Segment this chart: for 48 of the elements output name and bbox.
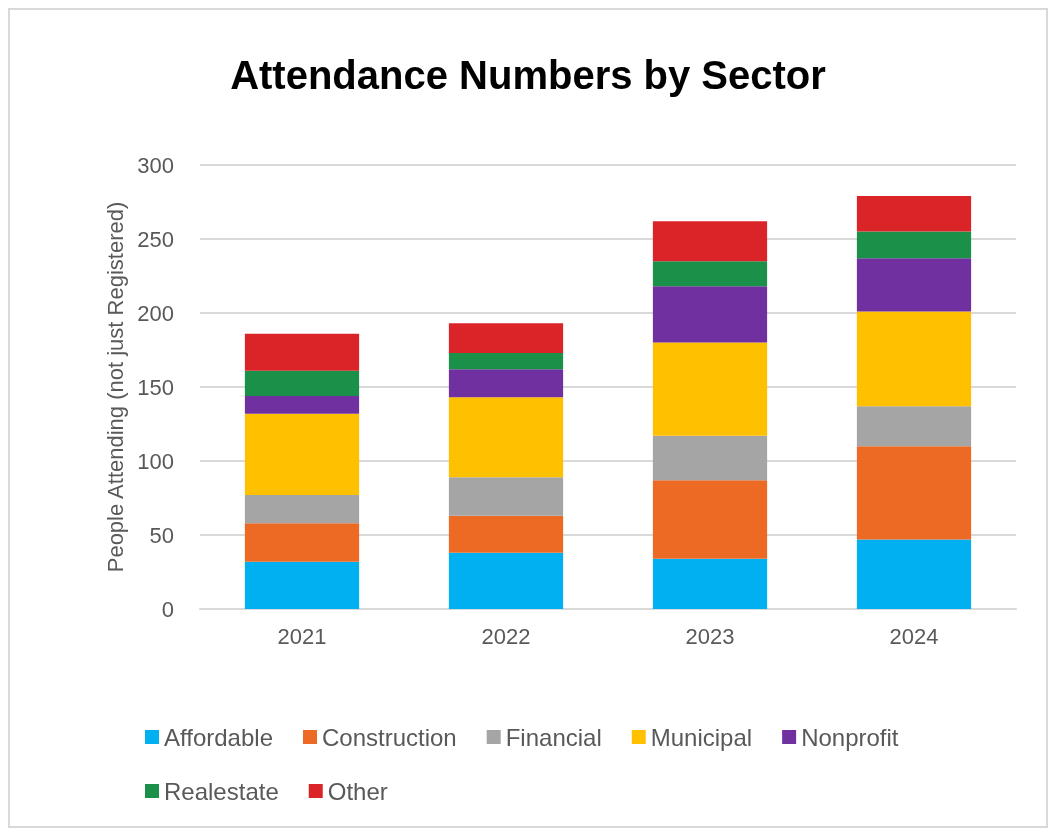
bar xyxy=(448,323,564,353)
bar xyxy=(652,342,768,436)
bar xyxy=(244,523,360,562)
y-tick-label: 200 xyxy=(137,300,174,326)
y-tick-label: 100 xyxy=(137,448,174,474)
bar xyxy=(244,370,360,396)
bar xyxy=(856,258,972,312)
bar xyxy=(856,196,972,232)
bar xyxy=(244,561,360,609)
bar xyxy=(652,480,768,559)
bar xyxy=(244,395,360,414)
y-tick-label: 250 xyxy=(137,226,174,252)
legend-label: Nonprofit xyxy=(801,723,899,751)
legend-label: Other xyxy=(327,777,388,805)
y-tick-label: 50 xyxy=(149,522,174,548)
x-tick-label: 2023 xyxy=(685,623,735,649)
bar xyxy=(652,558,768,609)
legend-label: Realestate xyxy=(164,777,279,805)
bar xyxy=(448,369,564,398)
bar xyxy=(856,231,972,259)
bar xyxy=(448,352,564,370)
legend-label: Municipal xyxy=(650,723,753,751)
bar xyxy=(856,539,972,609)
bar xyxy=(856,311,972,407)
bar xyxy=(244,495,360,524)
chart-title: Attendance Numbers by Sector xyxy=(230,53,826,97)
bar xyxy=(244,333,360,371)
bar xyxy=(652,286,768,343)
bar xyxy=(448,515,564,553)
bar xyxy=(448,552,564,609)
x-tick-label: 2024 xyxy=(889,623,939,649)
y-tick-label: 300 xyxy=(137,152,174,178)
y-tick-label: 0 xyxy=(161,596,174,622)
x-tick-label: 2021 xyxy=(277,623,327,649)
bar xyxy=(652,435,768,481)
bar xyxy=(652,261,768,287)
bar xyxy=(856,446,972,540)
bar xyxy=(652,221,768,262)
y-axis-title: People Attending (not just Registered) xyxy=(102,201,128,573)
bar xyxy=(856,406,972,447)
bar xyxy=(244,413,360,496)
y-tick-label: 150 xyxy=(137,374,174,400)
bar xyxy=(448,477,564,516)
bar xyxy=(448,397,564,478)
legend-label: Affordable xyxy=(164,723,273,751)
legend-label: Financial xyxy=(505,723,602,751)
x-tick-label: 2022 xyxy=(481,623,531,649)
legend-label: Construction xyxy=(321,723,457,751)
